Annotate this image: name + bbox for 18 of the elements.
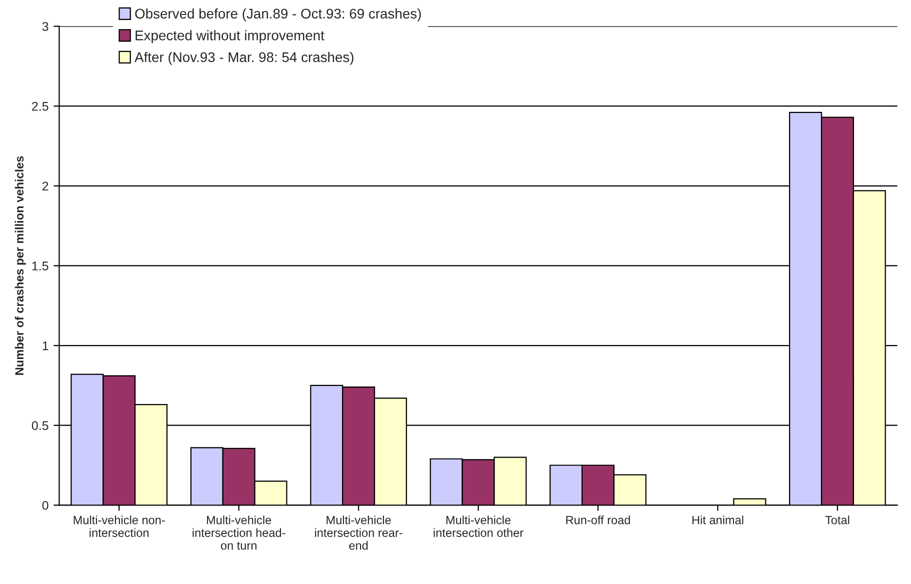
- y-tick-label: 1.5: [32, 262, 48, 270]
- y-tick-label: 2: [42, 182, 48, 190]
- x-tick-label: Total: [825, 516, 850, 524]
- legend-label: Observed before (Jan.89 - Oct.93: 69 crashes): [135, 8, 421, 22]
- x-tick-label: Run-off road: [566, 516, 630, 524]
- y-axis-title: Number of crashes per million vehicles: [14, 156, 26, 375]
- legend-label: Expected without improvement: [136, 30, 324, 44]
- x-tick-label: Multi-vehicle non- intersection: [74, 516, 165, 537]
- y-tick-label: 3: [42, 22, 48, 31]
- y-tick-label: 1: [42, 341, 48, 350]
- legend-label: After (Nov.93 - Mar. 98: 54 crashes): [134, 52, 354, 65]
- x-tick-label: Multi-vehicle intersection rear- end: [315, 516, 402, 550]
- x-tick-label: Hit animal: [692, 516, 744, 524]
- y-tick-label: 0: [42, 500, 48, 510]
- y-tick-label: 2.5: [32, 102, 48, 111]
- y-tick-label: 0.5: [32, 421, 48, 430]
- x-tick-label: Multi-vehicle intersection other: [434, 516, 524, 537]
- x-tick-label: Multi-vehicle intersection head- on turn: [192, 516, 286, 550]
